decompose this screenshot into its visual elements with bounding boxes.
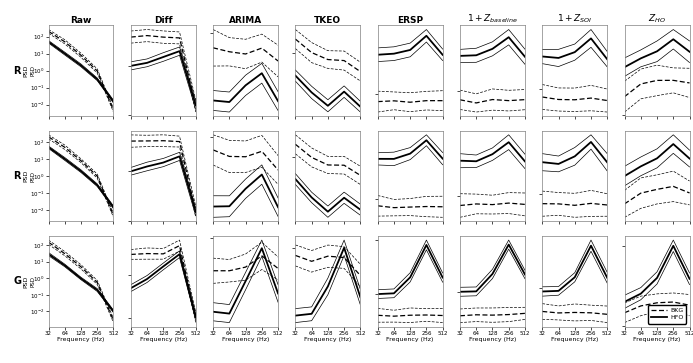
Legend: BKG, HFO: BKG, HFO — [648, 305, 686, 323]
X-axis label: Frequency (Hz): Frequency (Hz) — [468, 337, 516, 342]
Title: $1+Z_{baseline}$: $1+Z_{baseline}$ — [467, 13, 518, 25]
X-axis label: Frequency (Hz): Frequency (Hz) — [58, 337, 105, 342]
Y-axis label: PSD: PSD — [24, 65, 28, 77]
Y-axis label: PSD: PSD — [24, 170, 28, 182]
Title: ERSP: ERSP — [397, 16, 423, 25]
Title: Raw: Raw — [70, 16, 91, 25]
X-axis label: Frequency (Hz): Frequency (Hz) — [551, 337, 599, 342]
Text: PSD: PSD — [30, 171, 36, 182]
Title: TKEO: TKEO — [315, 16, 342, 25]
Title: ARIMA: ARIMA — [229, 16, 262, 25]
Title: Diff: Diff — [154, 16, 173, 25]
Y-axis label: PSD: PSD — [24, 275, 28, 287]
Text: G: G — [13, 276, 21, 286]
Text: PSD: PSD — [30, 276, 36, 287]
Text: R: R — [14, 66, 21, 76]
X-axis label: Frequency (Hz): Frequency (Hz) — [222, 337, 270, 342]
X-axis label: Frequency (Hz): Frequency (Hz) — [139, 337, 187, 342]
X-axis label: Frequency (Hz): Frequency (Hz) — [304, 337, 351, 342]
X-axis label: Frequency (Hz): Frequency (Hz) — [387, 337, 434, 342]
Title: $1+Z_{SOI}$: $1+Z_{SOI}$ — [557, 13, 593, 25]
Title: $Z_{HO}$: $Z_{HO}$ — [648, 13, 666, 25]
Text: R: R — [14, 171, 21, 181]
X-axis label: Frequency (Hz): Frequency (Hz) — [633, 337, 681, 342]
Text: PSD: PSD — [30, 65, 36, 76]
